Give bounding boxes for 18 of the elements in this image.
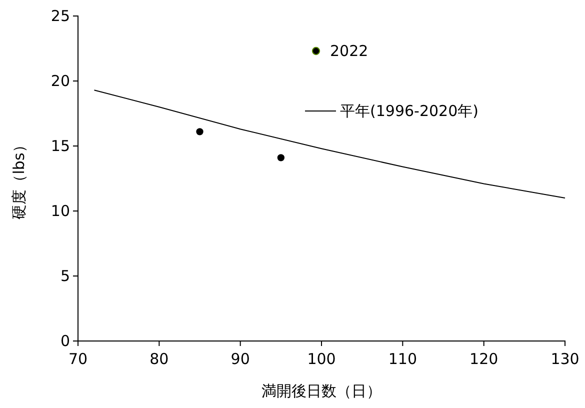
- x-tick-label: 130: [550, 350, 580, 368]
- x-axis-title: 満開後日数（日）: [262, 382, 382, 400]
- x-tick-label: 70: [68, 350, 88, 368]
- y-tick-label: 0: [60, 332, 70, 350]
- legend-label: 2022: [330, 42, 368, 60]
- x-tick-label: 90: [230, 350, 250, 368]
- y-tick-label: 20: [50, 72, 70, 90]
- y-tick-label: 25: [50, 6, 70, 25]
- legend-label: 平年(1996-2020年): [340, 102, 478, 120]
- line-series: [94, 90, 566, 198]
- y-axis-title: 硬度（lbs）: [10, 138, 28, 220]
- x-tick-label: 100: [307, 350, 336, 368]
- y-tick-label: 5: [60, 266, 70, 285]
- y-tick-label: 15: [50, 136, 70, 155]
- x-tick-label: 80: [150, 350, 169, 368]
- y-tick-label: 10: [50, 202, 70, 220]
- x-tick-label: 110: [388, 350, 417, 368]
- x-tick-label: 120: [470, 350, 498, 368]
